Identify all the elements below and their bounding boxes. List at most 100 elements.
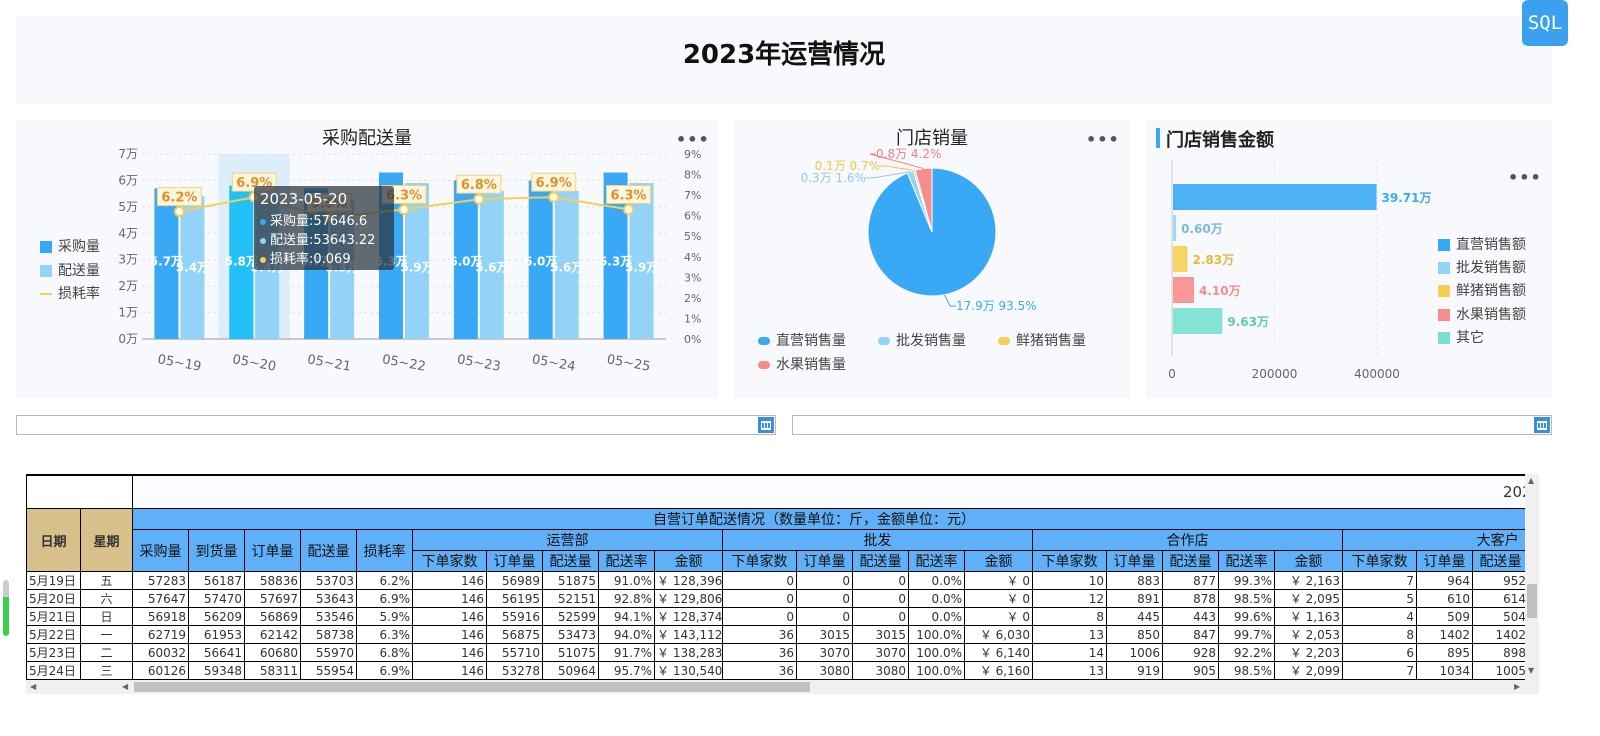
- y-right-tick-label: 3%: [684, 271, 701, 284]
- more-icon[interactable]: •••: [676, 130, 710, 149]
- base-column-header: 订单量: [244, 529, 301, 572]
- legend-fruit-sales[interactable]: 水果销售量: [758, 354, 846, 374]
- calendar-icon[interactable]: [1534, 417, 1550, 433]
- base-value-cell: 56641: [188, 643, 245, 662]
- legend-direct-sales[interactable]: 直营销售量: [758, 330, 846, 350]
- group-value-cell: 1006: [1106, 643, 1163, 662]
- scroll-left-arrow[interactable]: ◀: [30, 682, 37, 691]
- group-header: 大客户: [1341, 529, 1525, 551]
- loss-rate-point: [398, 204, 410, 215]
- horizontal-scrollbar[interactable]: ◀ ◀ ▶: [26, 680, 1539, 694]
- calendar-icon[interactable]: [758, 417, 774, 433]
- base-value-cell: 55954: [300, 661, 357, 680]
- group-value-cell: 509: [1416, 607, 1473, 626]
- bar-value-label: 5.8万: [225, 255, 258, 269]
- group-value-cell: 0: [796, 589, 853, 608]
- legend-swatch: [40, 241, 52, 253]
- legend-label: 损耗率: [58, 286, 100, 302]
- group-value-cell: 504: [1472, 607, 1525, 626]
- bar-purchase: [528, 180, 553, 339]
- group-value-cell: 100.0%: [908, 661, 965, 680]
- x-tick-label: 05~19: [156, 352, 202, 374]
- year-header-cell: 2023: [131, 475, 1525, 509]
- legend-wholesale-sales[interactable]: 批发销售量: [878, 330, 966, 350]
- amount-chart-svg: 0 200000 400000 39.71万 0.60万 2.83万 4.10万 9.63万: [1168, 160, 1431, 381]
- x-tick-label: 400000: [1354, 367, 1400, 381]
- table-row[interactable]: 5月19日五 57283 56187 58836 53703 6.2% 146 56989 51…: [26, 571, 1525, 590]
- scroll-right-arrow[interactable]: ▶: [1514, 682, 1521, 691]
- table-row[interactable]: 5月23日二 60032 56641 60680 55970 6.8% 146 55710 51…: [26, 643, 1525, 662]
- legend-pork-amount[interactable]: 鲜猪销售额: [1438, 280, 1526, 300]
- group-value-cell: 0.0%: [908, 607, 965, 626]
- x-tick-label: 05~25: [606, 352, 652, 374]
- date-cell: 5月24日: [26, 661, 81, 680]
- y-right-tick-label: 2%: [684, 292, 701, 305]
- legend-direct-amount[interactable]: 直营销售额: [1438, 234, 1526, 254]
- loss-rate-label: 6.2%: [161, 191, 197, 206]
- weekday-column-header: 星期: [80, 508, 133, 572]
- group-value-cell: 891: [1106, 589, 1163, 608]
- legend-swatch: [1438, 309, 1450, 321]
- group-value-cell: 883: [1106, 571, 1163, 590]
- date-range-input-left[interactable]: [16, 415, 776, 435]
- x-tick-label: 05~21: [306, 352, 352, 374]
- group-value-cell: 99.6%: [1218, 607, 1275, 626]
- amount-bar-label: 0.60万: [1181, 222, 1223, 236]
- group-value-cell: ￥ 2,095: [1274, 589, 1343, 608]
- legend-delivery[interactable]: 配送量: [40, 260, 100, 280]
- date-cell: 5月23日: [26, 643, 81, 662]
- legend-loss-rate[interactable]: 损耗率: [40, 283, 100, 303]
- x-tick-label: 05~20: [231, 352, 277, 374]
- legend-pork-sales[interactable]: 鲜猪销售量: [998, 330, 1086, 350]
- table-row[interactable]: 5月24日三 60126 59348 58311 55954 6.9% 146 53278 50…: [26, 661, 1525, 680]
- tooltip-line: 损耗率:0.069: [260, 248, 388, 267]
- legend-other-amount[interactable]: 其它: [1438, 327, 1484, 347]
- legend-label: 直营销售量: [776, 333, 846, 349]
- group-value-cell: 98.5%: [1218, 661, 1275, 680]
- group-value-cell: ￥ 128,374: [654, 607, 723, 626]
- sub-column-header: 配送率: [598, 550, 655, 572]
- more-icon[interactable]: •••: [1508, 168, 1542, 187]
- legend-swatch: [40, 265, 52, 277]
- group-value-cell: 13: [1032, 661, 1107, 680]
- bar-delivery: [479, 191, 504, 339]
- legend-purchase[interactable]: 采购量: [40, 236, 100, 256]
- scroll-down-arrow[interactable]: ▼: [1528, 666, 1535, 675]
- group-value-cell: 146: [412, 643, 487, 662]
- sql-button[interactable]: SQL: [1522, 0, 1568, 46]
- more-icon[interactable]: •••: [1086, 130, 1120, 149]
- scroll-left-arrow[interactable]: ◀: [122, 682, 129, 691]
- legend-fruit-amount[interactable]: 水果销售额: [1438, 304, 1526, 324]
- date-range-input-right[interactable]: [792, 415, 1552, 435]
- base-value-cell: 56869: [244, 607, 301, 626]
- group-value-cell: ￥ 6,140: [964, 643, 1033, 662]
- table-row[interactable]: 5月21日日 56918 56209 56869 53546 5.9% 146 55916 52…: [26, 607, 1525, 626]
- y-left-tick-label: 2万: [118, 279, 138, 293]
- group-value-cell: 13: [1032, 625, 1107, 644]
- horizontal-scroll-thumb[interactable]: [134, 682, 810, 692]
- group-value-cell: 14: [1032, 643, 1107, 662]
- pie-slice-label: 0.8万 4.2%: [876, 147, 941, 161]
- group-value-cell: 0: [852, 589, 909, 608]
- loss-rate-point: [548, 191, 560, 203]
- vertical-scroll-thumb[interactable]: [1527, 584, 1537, 618]
- group-value-cell: 36: [722, 661, 797, 680]
- vertical-scrollbar[interactable]: ▲ ▼: [1525, 474, 1539, 680]
- group-value-cell: 0: [852, 571, 909, 590]
- table-row[interactable]: 5月20日六 57647 57470 57697 53643 6.9% 146 56195 52…: [26, 589, 1525, 608]
- scroll-up-arrow[interactable]: ▲: [1528, 476, 1535, 485]
- pie-slice-label: 0.3万 1.6%: [801, 171, 866, 185]
- date-cell: 5月22日: [26, 625, 81, 644]
- table-row[interactable]: 5月22日一 62719 61953 62142 58738 6.3% 146 56875 53…: [26, 625, 1525, 644]
- pie-label-line: [866, 171, 911, 179]
- base-value-cell: 53546: [300, 607, 357, 626]
- group-value-cell: 146: [412, 625, 487, 644]
- delivery-table-container[interactable]: 2023日期星期自营订单配送情况（数量单位：斤，金额单位：元）采购量到货量订单量…: [26, 474, 1525, 681]
- date-column-header: 日期: [26, 508, 81, 572]
- weekday-cell: 六: [80, 589, 133, 608]
- base-value-cell: 60680: [244, 643, 301, 662]
- group-value-cell: 3070: [852, 643, 909, 662]
- group-header-row: 采购量 到货量 订单量 配送量 损耗率 运营部 批发 合作店 大客户: [27, 529, 1525, 572]
- legend-label: 鲜猪销售额: [1456, 283, 1526, 299]
- legend-wholesale-amount[interactable]: 批发销售额: [1438, 257, 1526, 277]
